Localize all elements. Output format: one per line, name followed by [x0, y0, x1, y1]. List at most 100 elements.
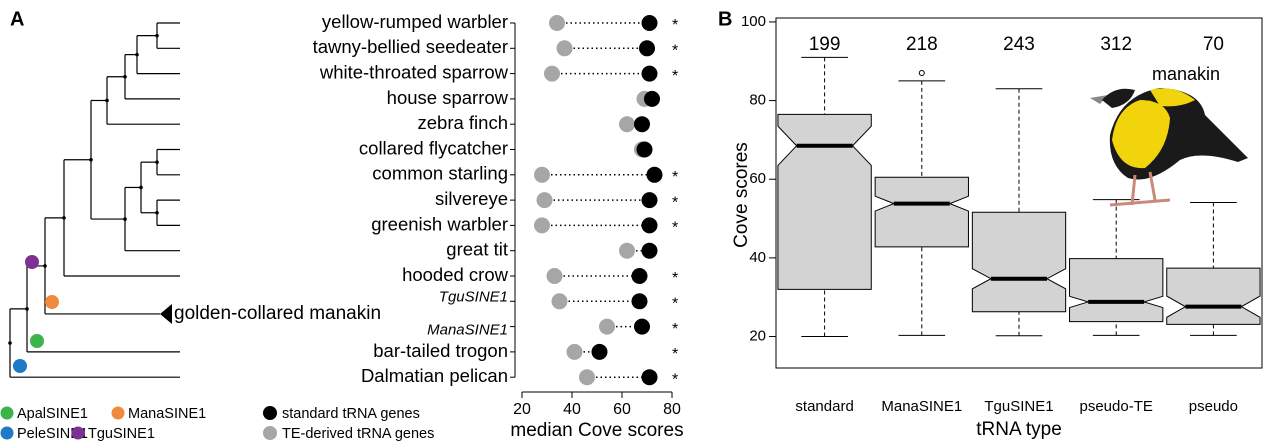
legend-label: ApalSINE1 [17, 406, 88, 422]
sine-origin-marker [25, 255, 39, 269]
category-label: zebra finch [418, 112, 509, 133]
significance: * [672, 321, 678, 338]
x-tick-label: 80 [663, 401, 681, 418]
plot-frame [775, 17, 1263, 369]
dot [536, 192, 553, 209]
dot [641, 217, 658, 234]
significance: * [672, 68, 678, 85]
dot [546, 268, 563, 284]
category-label: TguSINE1 [439, 288, 508, 305]
sine-origin-marker [30, 334, 44, 348]
x-axis-label: median Cove scores [510, 420, 683, 441]
sine-origin-marker [13, 359, 27, 373]
dot [566, 343, 583, 360]
dot [579, 369, 595, 386]
tree-node [8, 341, 12, 345]
x-tick-label: standard [795, 398, 853, 415]
dot [556, 40, 573, 57]
category-label: white-throated sparrow [319, 61, 509, 82]
legend-label: standard tRNA genes [282, 406, 420, 422]
significance: * [672, 17, 678, 34]
bird-illustration [1090, 88, 1248, 207]
dot [544, 65, 560, 82]
legend-swatch [71, 426, 85, 440]
category-label: collared flycatcher [359, 137, 508, 158]
clade-triangle [160, 303, 172, 324]
dot [634, 318, 650, 335]
outlier [918, 70, 925, 77]
category-label: silvereye [435, 188, 508, 209]
x-tick-label: 60 [613, 401, 631, 418]
box [1166, 267, 1261, 325]
category-label: Dalmatian pelican [361, 365, 508, 386]
box [874, 176, 969, 248]
dot [551, 293, 568, 310]
category-label: yellow-rumped warbler [322, 11, 508, 32]
y-tick-label: 60 [749, 170, 766, 187]
significance: * [672, 220, 678, 237]
box [971, 211, 1067, 313]
legend-label: PeleSINE1 [17, 426, 88, 441]
x-tick-label: 40 [563, 401, 581, 418]
category-label: tawny-bellied seedeater [313, 36, 508, 57]
bird-chest [1112, 100, 1170, 169]
category-label: ManaSINE1 [427, 322, 508, 339]
significance: * [672, 371, 678, 388]
annotation: manakin [1152, 64, 1220, 84]
dot [549, 15, 565, 31]
dot [534, 217, 550, 234]
count-label: 199 [809, 34, 841, 55]
category-label: house sparrow [387, 87, 509, 108]
legend-swatch [263, 406, 277, 420]
bird-legs [1109, 171, 1171, 207]
panel-label: A [10, 8, 24, 30]
significance: * [672, 346, 678, 363]
x-axis-label: tRNA type [976, 419, 1062, 440]
phylogeny [8, 22, 180, 378]
dot [636, 141, 653, 158]
significance: * [672, 194, 678, 211]
category-label: common starling [372, 163, 508, 184]
bird-head [1150, 88, 1195, 107]
dot [619, 116, 635, 133]
x-tick-label: TguSINE1 [984, 398, 1053, 415]
dot [631, 293, 648, 310]
y-tick-label: 80 [749, 92, 766, 109]
y-tick-label: 20 [749, 328, 766, 345]
count-label: 243 [1003, 34, 1035, 55]
count-label: 312 [1100, 34, 1132, 55]
count-label: 218 [906, 34, 938, 55]
dot [644, 90, 660, 107]
group-label: golden-collared manakin [174, 303, 381, 324]
x-tick-label: pseudo [1189, 398, 1238, 415]
dot [641, 242, 658, 259]
legend-label: TE-derived tRNA genes [282, 426, 434, 441]
dot [641, 369, 658, 386]
box [1069, 258, 1164, 323]
category-label: bar-tailed trogon [373, 340, 508, 361]
box [777, 113, 872, 290]
legend-swatch [263, 426, 277, 440]
x-tick-label: 20 [513, 401, 531, 418]
bird-beak [1090, 95, 1108, 104]
significance: * [672, 296, 678, 313]
dot [619, 242, 635, 259]
legend-swatch [0, 426, 14, 440]
dot [599, 318, 615, 335]
dot [641, 15, 658, 31]
legend-swatch [111, 406, 125, 420]
category-label: greenish warbler [371, 213, 508, 234]
legend-label: ManaSINE1 [128, 406, 206, 422]
panel-label: B [718, 8, 732, 30]
legend-label: TguSINE1 [88, 426, 155, 441]
bird-crown [1102, 88, 1135, 108]
dot [639, 40, 655, 57]
dot [534, 166, 550, 183]
legend-swatch [0, 406, 14, 420]
sine-origin-marker [45, 295, 59, 309]
y-tick-label: 100 [741, 13, 766, 30]
significance: * [672, 169, 678, 186]
x-tick-label: ManaSINE1 [881, 398, 962, 415]
dot [646, 166, 663, 183]
